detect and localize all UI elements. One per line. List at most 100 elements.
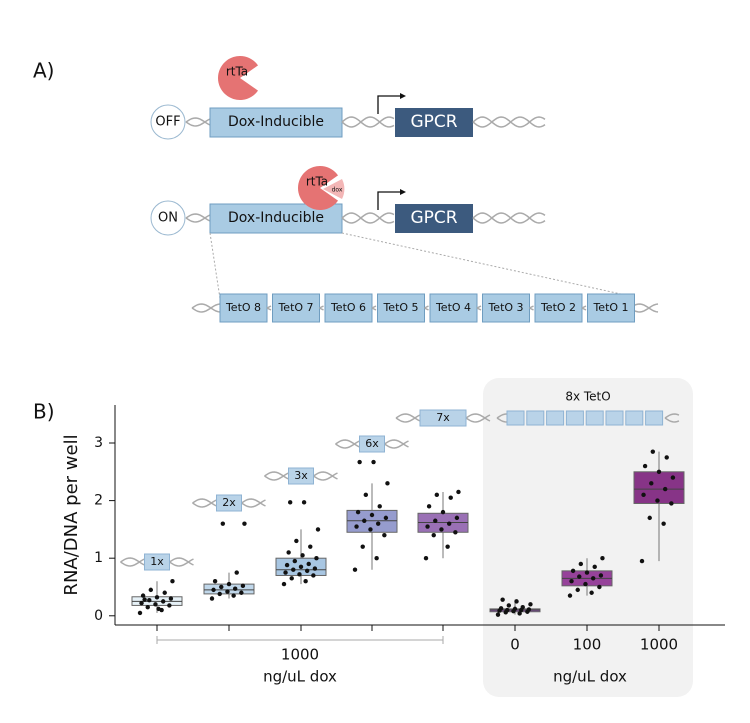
promoter-label: Dox-Inducible (228, 210, 324, 226)
point (281, 581, 287, 587)
point (374, 555, 379, 561)
teto-label: TetO 1 (592, 301, 628, 314)
box (346, 509, 398, 533)
dna-helix (241, 499, 266, 508)
activator (298, 165, 339, 210)
teto-icon (585, 410, 604, 426)
point (287, 500, 293, 505)
dna-helix (384, 439, 409, 448)
point (584, 570, 590, 575)
point (145, 604, 150, 610)
point (292, 558, 298, 564)
y-tick-label: 2 (94, 493, 103, 509)
dna-helix (169, 558, 194, 567)
dna-helix (192, 498, 217, 507)
point (303, 579, 308, 584)
point (377, 504, 382, 509)
point (520, 604, 525, 610)
dna-helix (341, 116, 395, 128)
point (314, 555, 319, 561)
highlight-panel (483, 378, 693, 697)
teto-label: TetO 4 (435, 301, 471, 314)
teto-label: TetO 7 (277, 301, 313, 314)
dna-helix (264, 471, 289, 480)
point (642, 463, 648, 469)
point (600, 555, 605, 561)
point (357, 459, 362, 465)
teto-label: TetO 2 (540, 301, 576, 314)
point (355, 509, 361, 515)
point (590, 576, 596, 581)
point (656, 469, 662, 475)
construct-icon (359, 435, 385, 453)
point (291, 567, 296, 572)
dna-helix (472, 212, 546, 224)
dna-helix (335, 439, 360, 448)
dox-label: dox (332, 187, 343, 194)
point (308, 544, 313, 549)
point (426, 504, 432, 509)
point (649, 481, 654, 486)
dna-helix (185, 117, 211, 126)
point (242, 521, 247, 526)
dna-helix (185, 214, 211, 223)
point (448, 495, 453, 500)
point (639, 558, 645, 564)
dna-helix (581, 305, 587, 309)
point (153, 602, 158, 607)
point (567, 593, 573, 598)
point (234, 570, 239, 575)
teto-icon (565, 410, 584, 426)
dna-helix (664, 413, 680, 419)
point (445, 544, 450, 549)
point (211, 587, 216, 593)
construct-icon (144, 553, 170, 571)
dna-helix (185, 213, 211, 222)
construct-icon (419, 409, 467, 427)
point (662, 486, 668, 492)
point (168, 596, 174, 601)
dna-helix (472, 212, 546, 224)
teto-label: TetO 6 (330, 301, 366, 314)
point (301, 500, 307, 505)
point (148, 587, 154, 593)
teto-box (587, 293, 635, 323)
point (655, 498, 660, 503)
x-axis-label: ng/uL dox (263, 668, 337, 686)
dna-helix (496, 413, 508, 419)
dna-helix (341, 212, 395, 224)
dna-helix (169, 557, 194, 566)
point (283, 570, 288, 575)
panel-label: A) (33, 59, 54, 83)
point (212, 579, 218, 584)
dna-helix (185, 118, 211, 127)
box (633, 471, 685, 504)
dna-helix (191, 303, 221, 313)
dna-helix (371, 305, 377, 309)
construct-label: 6x (365, 437, 379, 450)
point (289, 576, 294, 581)
state-label: ON (158, 211, 178, 226)
dna-helix (472, 116, 546, 128)
teto-box (429, 293, 478, 323)
point (453, 530, 458, 535)
point (162, 590, 167, 595)
teto-icon (506, 410, 525, 426)
point (575, 587, 580, 593)
gene-box (395, 108, 473, 137)
point (454, 515, 460, 521)
dna-helix (120, 558, 145, 567)
point (495, 612, 501, 617)
dna-helix (120, 557, 145, 566)
point (439, 527, 444, 532)
point (383, 515, 389, 521)
construct-icon (216, 494, 242, 512)
dna-helix (424, 305, 429, 309)
point (240, 583, 246, 589)
point (434, 492, 440, 498)
point (512, 606, 518, 612)
point (217, 591, 222, 597)
x-tick-label: 0 (510, 636, 520, 654)
dna-helix (472, 116, 546, 128)
point (225, 589, 230, 594)
